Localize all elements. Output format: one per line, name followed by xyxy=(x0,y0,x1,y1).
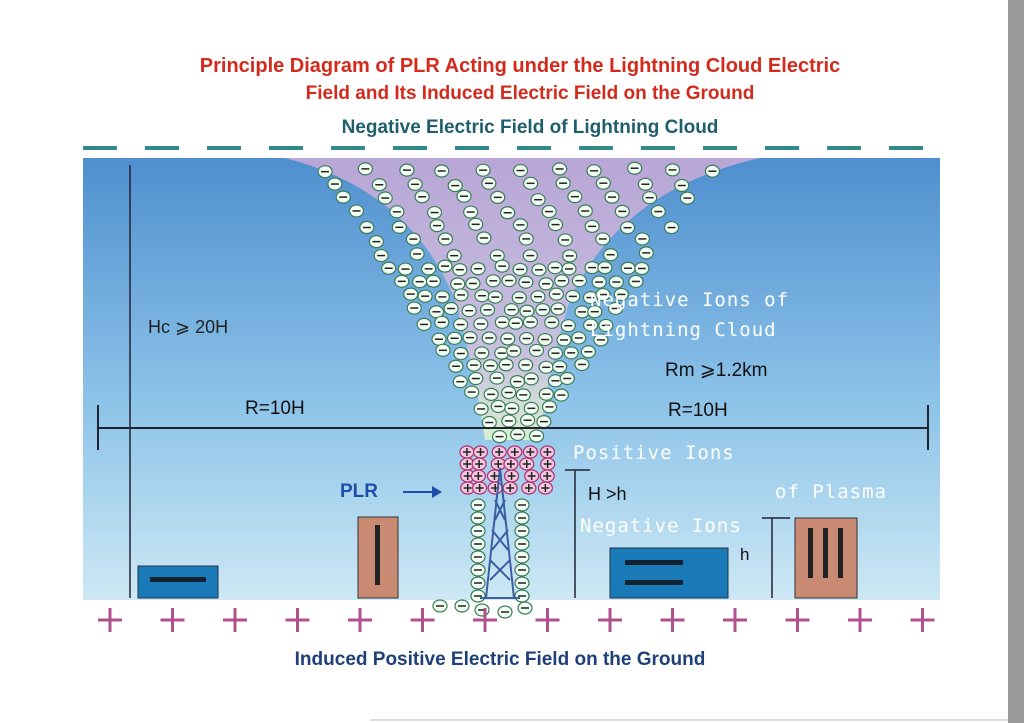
cloud-ions-line1: Negative Ions of xyxy=(590,289,789,311)
window xyxy=(625,580,683,585)
r-left-label: R=10H xyxy=(245,398,305,419)
rm-label: Rm ⩾1.2km xyxy=(665,360,768,381)
cloud-field-label: Negative Electric Field of Lightning Clo… xyxy=(342,117,719,138)
title-line1: Principle Diagram of PLR Acting under th… xyxy=(200,55,840,77)
h-gt-label: H >h xyxy=(588,484,627,504)
plr-arrow xyxy=(403,486,442,498)
positive-ions-label: Positive Ions xyxy=(573,442,735,464)
title-line2: Field and Its Induced Electric Field on … xyxy=(306,83,755,104)
tower xyxy=(480,467,520,599)
window xyxy=(808,528,813,578)
negative-ions-label: Negative Ions xyxy=(580,515,742,537)
r-right-label: R=10H xyxy=(668,400,728,421)
window xyxy=(838,528,843,578)
ground-charges xyxy=(98,608,935,632)
ground-field-label: Induced Positive Electric Field on the G… xyxy=(295,649,706,670)
cloud-ions-line2: Lightning Cloud xyxy=(590,319,777,341)
plr-label: PLR xyxy=(340,481,378,502)
ions xyxy=(317,161,721,619)
hc-label: Hc ⩾ 20H xyxy=(148,317,228,337)
window xyxy=(823,528,828,578)
building-middle xyxy=(609,547,729,599)
window xyxy=(150,577,206,582)
small-h-label: h xyxy=(740,545,749,564)
window xyxy=(375,525,380,585)
window xyxy=(625,560,683,565)
edge-strip xyxy=(1008,0,1024,723)
plasma-label: of Plasma xyxy=(775,481,887,503)
